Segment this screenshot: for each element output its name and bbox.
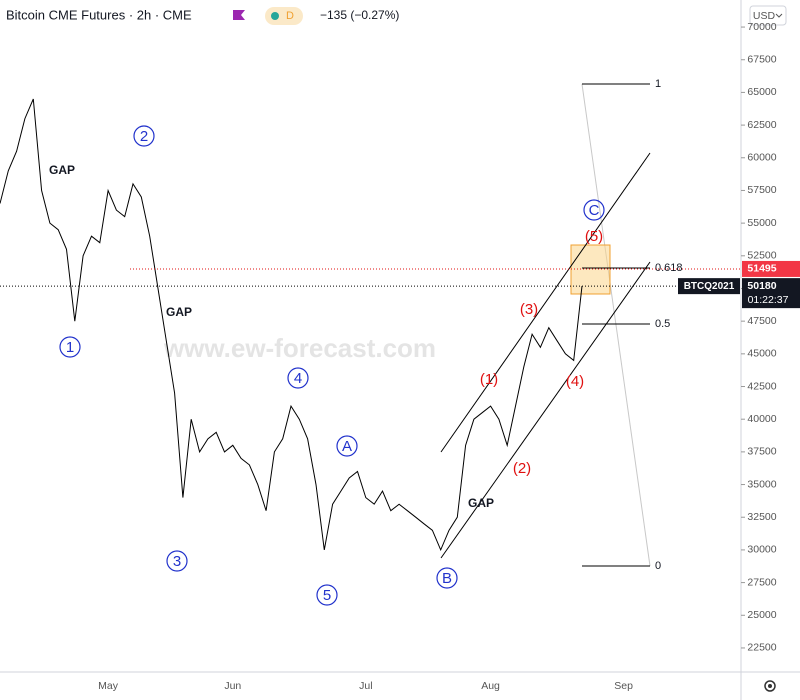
plot <box>0 98 583 552</box>
fib-label: 1 <box>655 78 661 90</box>
level-tag <box>742 260 800 277</box>
last-price-label: 50180 <box>747 280 776 292</box>
symbol-tag <box>678 278 740 295</box>
countdown-label: 01:22:37 <box>748 294 789 306</box>
interval-badge: D <box>286 10 294 22</box>
wave-label: B <box>442 570 452 587</box>
y-tick-label: 37500 <box>747 446 776 458</box>
y-tick-label: 30000 <box>747 544 776 556</box>
wave-label: C <box>589 202 600 219</box>
x-tick-label: Aug <box>481 680 500 692</box>
y-tick-label: 32500 <box>747 511 776 523</box>
y-tick-label: 62500 <box>747 119 776 131</box>
chart-title: Bitcoin CME Futures · 2h · CME <box>6 7 192 22</box>
fib-label: 0 <box>655 560 661 572</box>
currency-label: USD <box>753 10 776 22</box>
y-tick-label: 60000 <box>747 152 776 164</box>
gap-label: GAP <box>166 305 192 319</box>
gap-label: GAP <box>468 496 494 510</box>
wave-label: 5 <box>323 587 331 604</box>
header-bg <box>0 4 420 28</box>
subwave-label: (4) <box>566 373 584 390</box>
fib-label: 0.5 <box>655 318 670 330</box>
wave-label: 1 <box>66 339 74 356</box>
target-box <box>570 244 611 295</box>
wave-label: 2 <box>140 128 148 145</box>
y-tick-label: 52500 <box>747 250 776 262</box>
y-tick-label: 65000 <box>747 86 776 98</box>
wave-label: 4 <box>294 370 302 387</box>
last-price-tag <box>742 278 800 309</box>
y-tick-label: 57500 <box>747 184 776 196</box>
dropdown-icon <box>775 13 783 18</box>
symbol-tag-label: BTCQ2021 <box>684 281 735 292</box>
subwave-label: (3) <box>520 301 538 318</box>
fib-label: 0.618 <box>655 262 683 274</box>
change-label: −135 (−0.27%) <box>320 8 399 22</box>
x-tick-label: May <box>98 680 119 692</box>
y-tick-label: 67500 <box>747 54 776 66</box>
subwave-label: (5) <box>585 228 603 245</box>
y-tick-label: 40000 <box>747 413 776 425</box>
y-tick-label: 25000 <box>747 609 776 621</box>
status-dot <box>271 12 279 20</box>
subwave-label: (1) <box>480 371 498 388</box>
y-tick-label: 47500 <box>747 315 776 327</box>
settings-icon[interactable] <box>764 680 776 692</box>
y-tick-label: 70000 <box>747 21 776 33</box>
currency-button[interactable] <box>749 5 787 26</box>
gap-label: GAP <box>49 163 75 177</box>
fib-trend-line <box>581 83 651 567</box>
y-tick-label: 55000 <box>747 217 776 229</box>
flag-icon[interactable] <box>233 10 245 20</box>
subwave-label: (2) <box>513 460 531 477</box>
y-tick-label: 27500 <box>747 576 776 588</box>
y-tick-label: 42500 <box>747 380 776 392</box>
price-line <box>0 98 583 552</box>
status-pill[interactable] <box>265 7 303 25</box>
level-tag-label: 51495 <box>747 263 776 275</box>
wave-label: A <box>342 438 352 455</box>
y-tick-label: 22500 <box>747 642 776 654</box>
wave-circles <box>59 125 605 606</box>
x-tick-label: Sep <box>614 680 633 692</box>
x-tick-label: Jun <box>224 680 241 692</box>
watermark: www.ew-forecast.com <box>163 333 436 363</box>
y-tick-label: 45000 <box>747 348 776 360</box>
x-tick-label: Jul <box>359 680 372 692</box>
channel-line <box>440 261 651 559</box>
y-tick-label: 35000 <box>747 478 776 490</box>
channel-line <box>440 152 651 453</box>
wave-label: 3 <box>173 553 181 570</box>
